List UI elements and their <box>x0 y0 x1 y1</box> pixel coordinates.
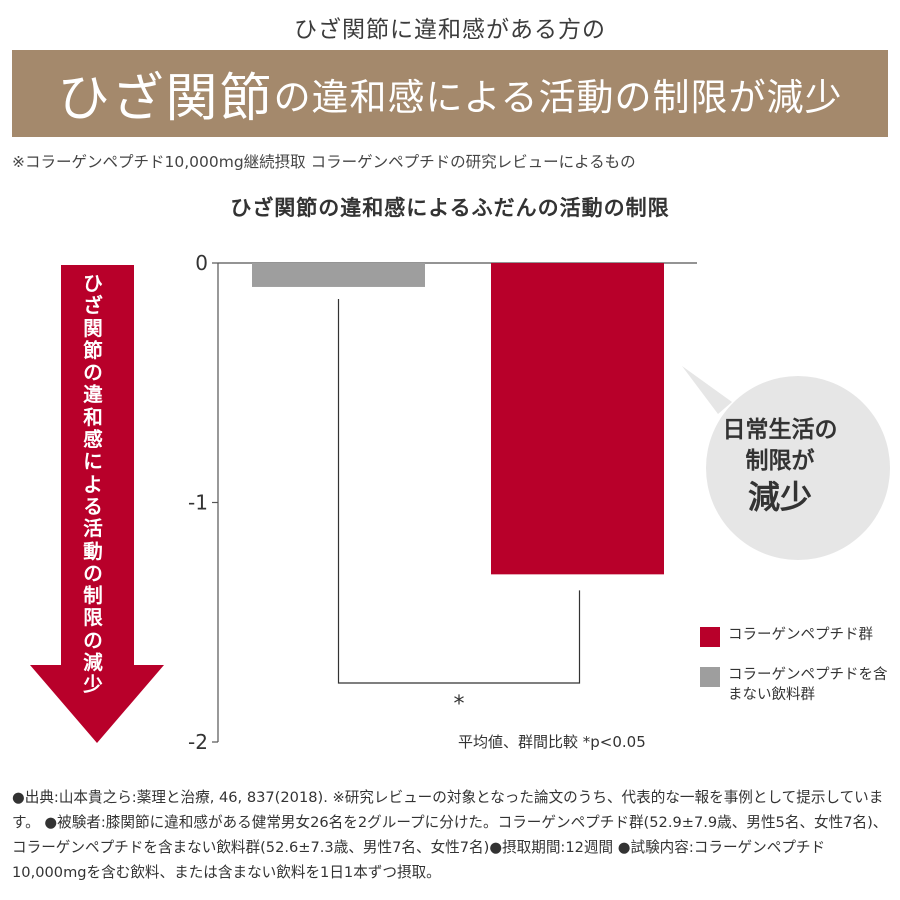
callout-text: 日常生活の 制限が 減少 <box>692 415 868 517</box>
banner-rest-text: の違和感による活動の制限が減少 <box>273 75 843 119</box>
legend-item-placebo: コラーゲンペプチドを含まない飲料群 <box>700 665 900 705</box>
banner-big-text: ひざ関節 <box>57 69 274 129</box>
callout-bubble <box>682 366 890 560</box>
callout-line-1: 日常生活の <box>722 417 838 443</box>
arrow-label: ひざ関節の違和感による活動の制限の減少 <box>83 272 103 697</box>
statistics-note: 平均値、群間比較 *p<0.05 <box>458 733 646 751</box>
y-tick-label: -2 <box>188 730 208 754</box>
subheading: ひざ関節に違和感がある方の <box>294 17 606 43</box>
legend-swatch-placebo <box>700 667 720 687</box>
chart-legend: コラーゲンペプチド群 コラーゲンペプチドを含まない飲料群 <box>700 625 900 723</box>
y-tick-label: -1 <box>188 491 208 515</box>
chart-title: ひざ関節の違和感によるふだんの活動の制限 <box>230 196 670 220</box>
legend-label-placebo: コラーゲンペプチドを含まない飲料群 <box>728 667 888 703</box>
source-footnote: ●出典:山本貴之ら:薬理と治療, 46, 837(2018). ※研究レビューの… <box>12 789 888 881</box>
legend-item-collagen: コラーゲンペプチド群 <box>700 625 900 647</box>
intake-note: ※コラーゲンペプチド10,000mg継続摂取 コラーゲンペプチドの研究レビューに… <box>12 153 636 171</box>
bar-collagen <box>491 263 664 575</box>
callout-line-3: 減少 <box>747 478 812 516</box>
y-tick-label: 0 <box>195 251 208 275</box>
down-arrow-icon <box>30 265 164 743</box>
legend-label-collagen: コラーゲンペプチド群 <box>728 627 873 643</box>
significance-mark: * <box>454 692 465 717</box>
headline-banner: ひざ関節 の違和感による活動の制限が減少 <box>12 50 888 137</box>
bar-placebo <box>252 263 425 287</box>
legend-swatch-collagen <box>700 627 720 647</box>
significance-bracket <box>337 298 581 684</box>
callout-line-2: 制限が <box>745 448 815 474</box>
